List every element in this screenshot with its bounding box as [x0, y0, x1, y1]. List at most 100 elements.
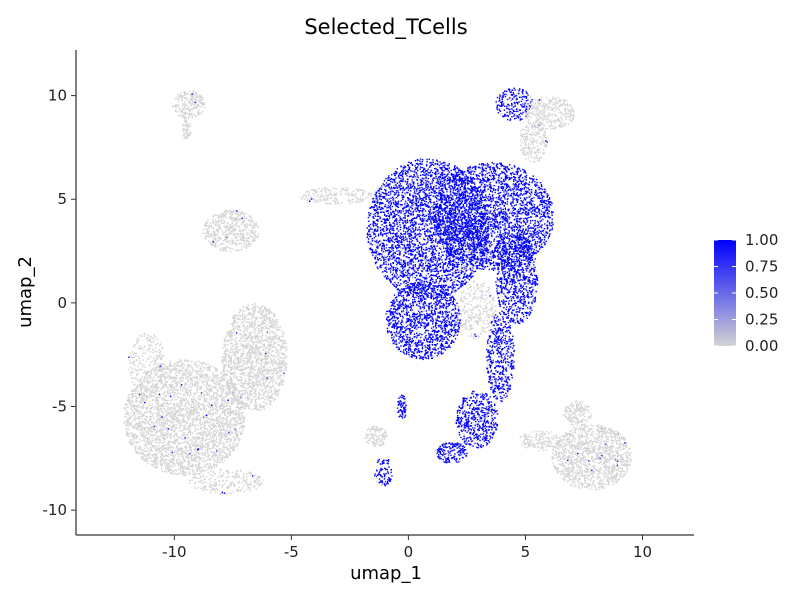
cell-point: [221, 385, 223, 388]
cell-point: [160, 456, 163, 458]
cell-point: [145, 388, 148, 390]
cell-point: [258, 311, 260, 313]
cell-point: [151, 437, 153, 440]
cell-point: [153, 426, 155, 429]
cell-point: [154, 396, 156, 398]
cell-point: [275, 373, 277, 375]
cell-point: [134, 415, 137, 417]
cell-point: [163, 392, 165, 394]
cell-point: [184, 111, 186, 113]
cell-point: [166, 390, 169, 392]
cell-point: [190, 132, 192, 134]
cell-point: [155, 437, 158, 439]
cell-point: [208, 226, 210, 228]
cell-point: [195, 428, 197, 431]
cell-point: [137, 406, 140, 409]
cell-point: [237, 314, 240, 317]
cell-point: [158, 424, 161, 426]
cell-point: [174, 464, 176, 467]
cell-point: [330, 193, 333, 196]
cell-point: [223, 219, 225, 222]
cell-point: [130, 443, 132, 446]
cell-point: [173, 442, 175, 444]
cell-point: [198, 96, 200, 98]
cell-point: [366, 196, 369, 198]
cell-point: [169, 460, 171, 462]
cell-point: [149, 424, 152, 426]
cell-point: [237, 352, 239, 354]
cell-point: [209, 411, 211, 414]
cell-point: [210, 225, 212, 227]
cell-point: [271, 346, 274, 349]
cell-point: [227, 331, 230, 333]
cell-point: [179, 109, 181, 111]
cell-point: [159, 424, 162, 426]
cell-point: [192, 459, 194, 462]
cell-point: [152, 412, 155, 414]
cell-point: [222, 388, 224, 390]
cell-point: [256, 316, 259, 319]
cell-point: [237, 422, 240, 425]
cell-point: [226, 382, 228, 385]
cell-point: [238, 312, 240, 314]
cell-point: [151, 450, 153, 452]
cell-point: [219, 425, 221, 428]
cell-point: [223, 388, 225, 390]
cell-point: [140, 415, 143, 417]
cell-point: [233, 428, 235, 430]
cell-point: [245, 243, 248, 246]
cell-point: [244, 416, 246, 418]
cell-point: [143, 460, 145, 462]
cell-point: [159, 378, 161, 380]
cell-point: [197, 373, 199, 375]
cell-point: [307, 193, 309, 195]
cell-point: [203, 465, 205, 468]
cell-point: [257, 396, 259, 398]
cell-point: [207, 445, 209, 447]
cell-point: [146, 416, 148, 418]
cell-point: [235, 249, 237, 252]
cell-point: [237, 431, 239, 433]
cell-point: [173, 425, 175, 428]
cell-point: [167, 419, 170, 422]
cell-point: [216, 418, 218, 420]
cell-point: [327, 197, 329, 200]
cell-point: [165, 403, 167, 405]
cell-point: [360, 195, 362, 198]
cell-point: [186, 97, 188, 99]
cell-point: [200, 416, 202, 419]
cell-point: [214, 424, 216, 427]
cell-point: [167, 448, 169, 450]
cell-point: [233, 327, 236, 330]
cell-point: [228, 233, 230, 235]
cell-point: [165, 455, 167, 457]
cell-point: [209, 426, 211, 428]
cell-point: [316, 195, 318, 197]
cell-point: [156, 408, 159, 411]
cell-point: [220, 435, 223, 437]
cell-point: [156, 426, 158, 428]
cell-point: [233, 242, 235, 244]
cell-point: [170, 377, 172, 379]
cell-point: [238, 417, 241, 420]
cell-point: [339, 203, 341, 205]
cell-point: [189, 375, 191, 377]
cell-point: [190, 433, 192, 436]
cell-point: [161, 399, 164, 401]
cell-point: [170, 433, 172, 435]
cell-point: [197, 424, 199, 427]
cell-point: [170, 461, 172, 464]
cell-point: [320, 198, 322, 200]
cell-point: [202, 402, 204, 405]
cell-point: [240, 212, 242, 214]
cell-point: [141, 456, 144, 458]
cell-point: [186, 457, 189, 459]
cell-point: [167, 455, 169, 457]
cell-point: [202, 434, 204, 436]
cell-point: [229, 226, 231, 228]
cell-point: [202, 96, 204, 99]
cell-point: [173, 463, 175, 465]
cell-point: [164, 421, 166, 424]
cell-point: [156, 395, 158, 397]
cell-point: [199, 458, 201, 460]
